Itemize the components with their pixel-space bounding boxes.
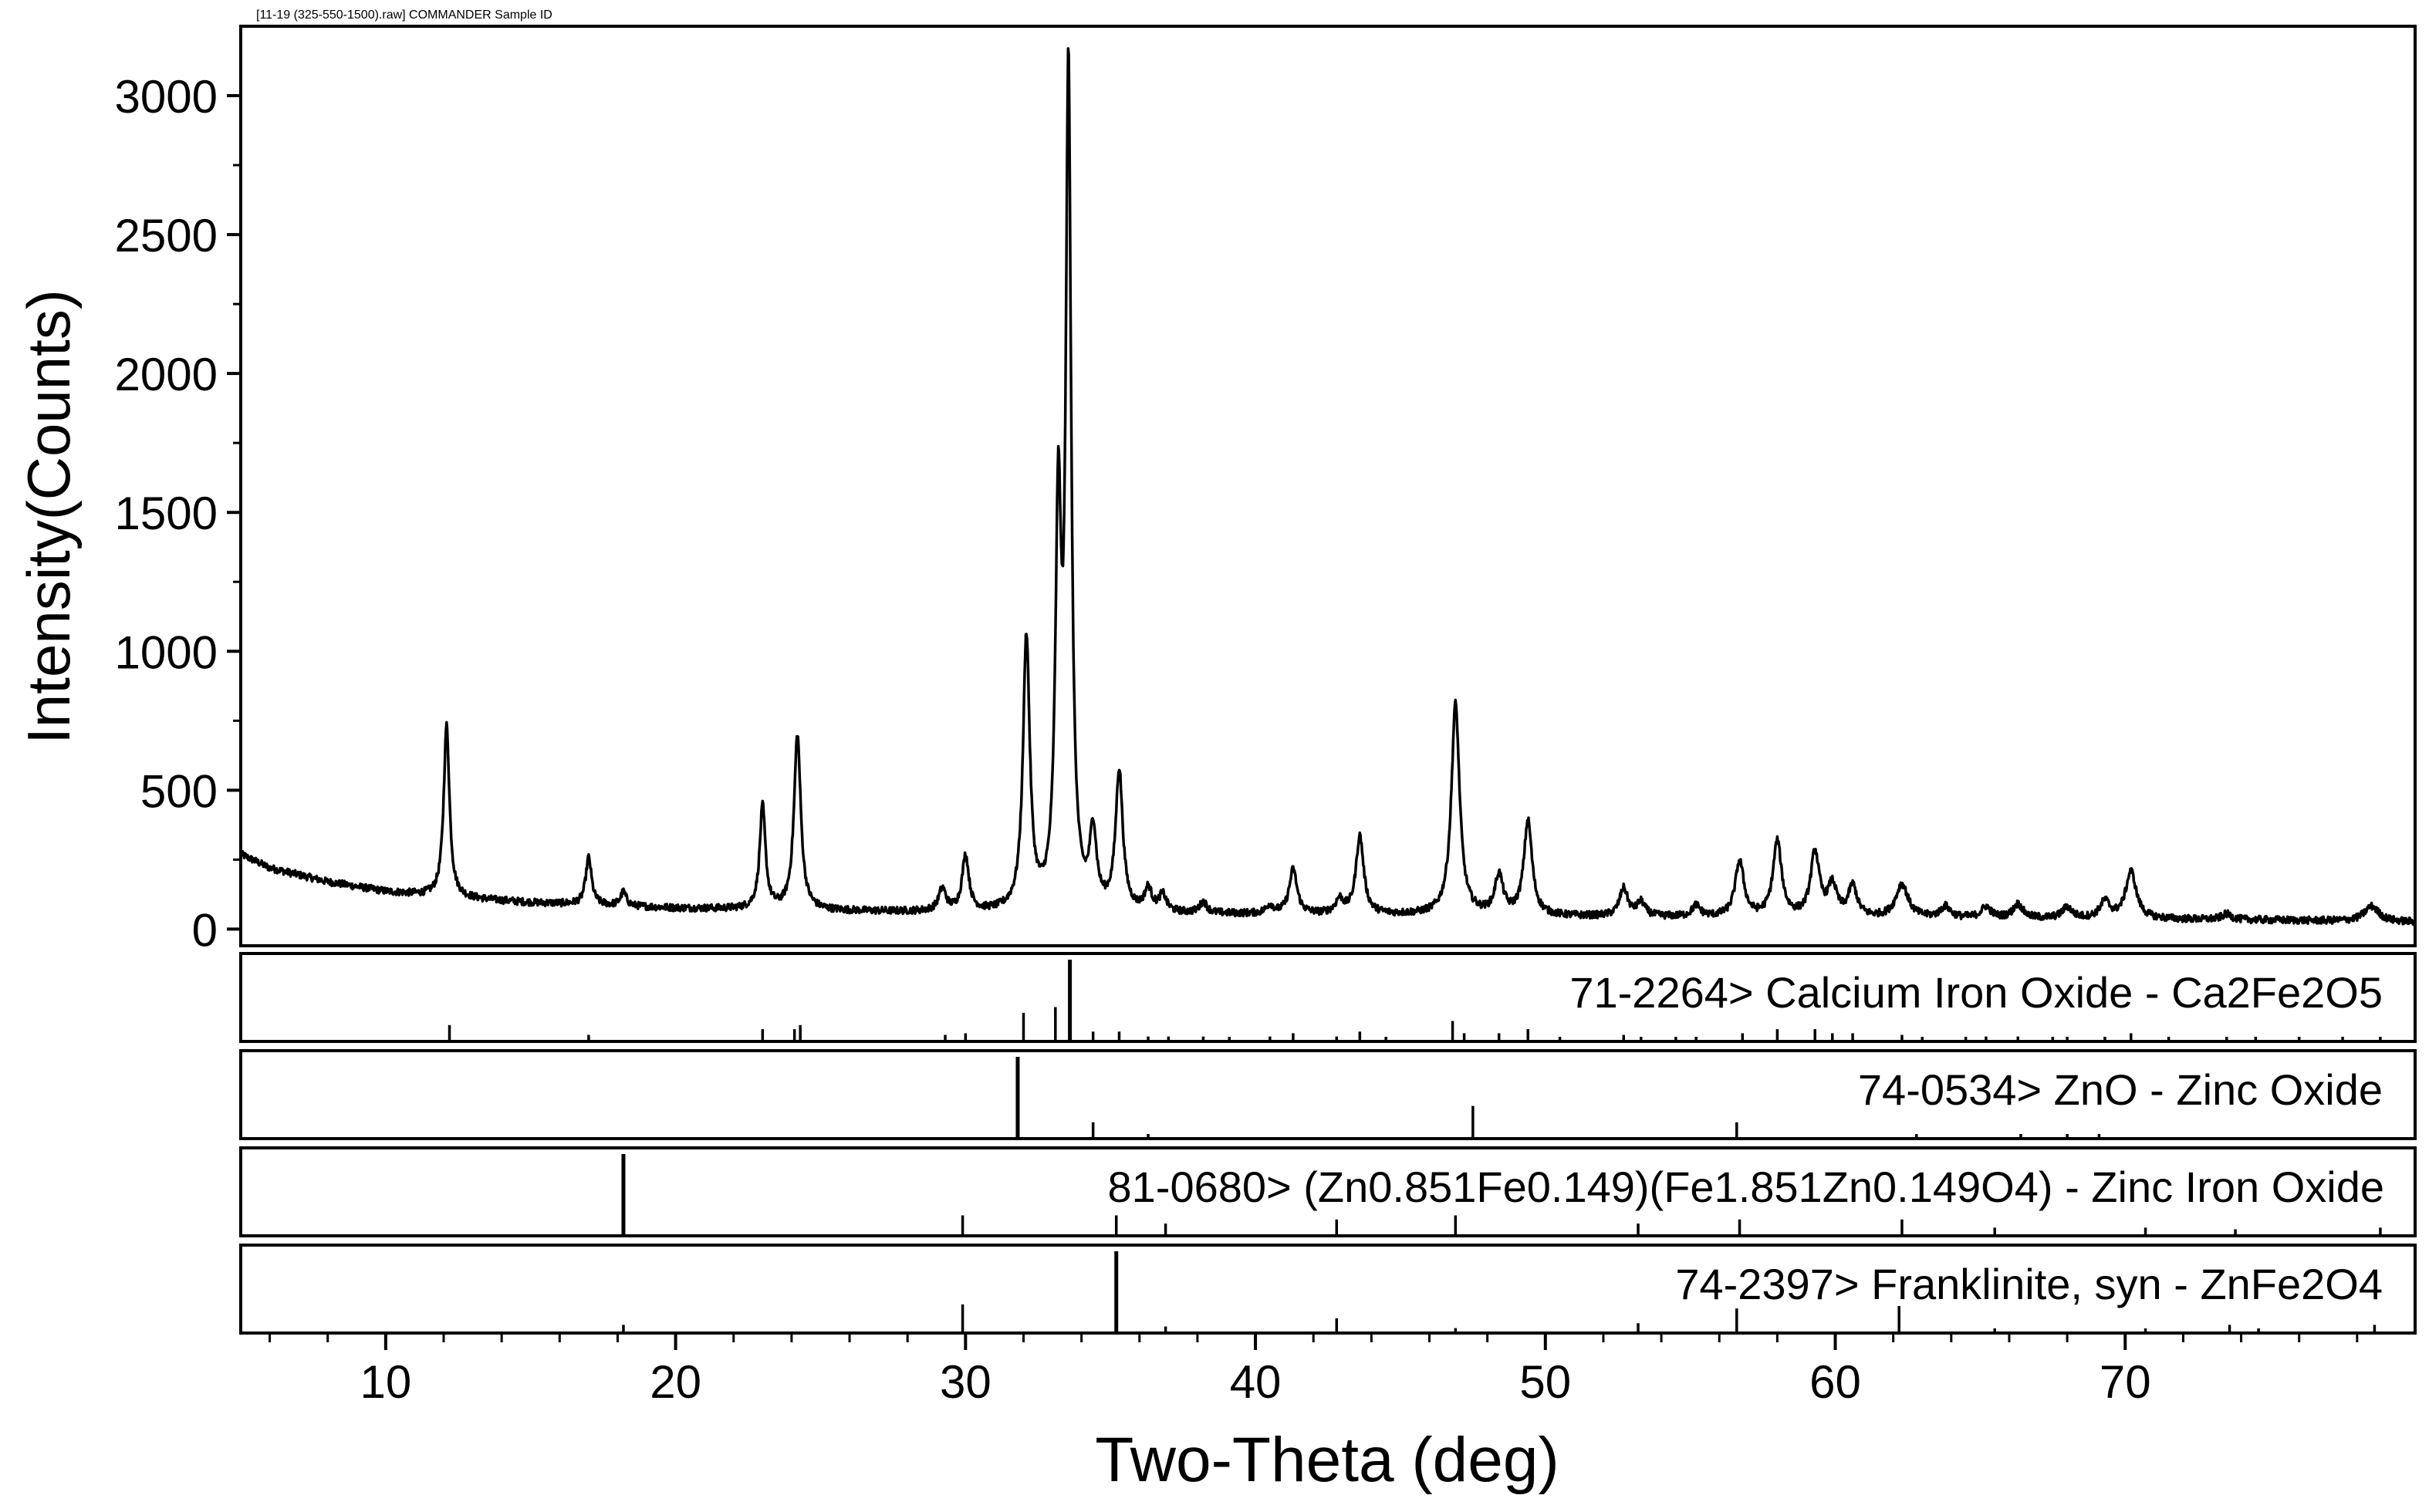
reference-panel-frame: [239, 1049, 2417, 1140]
chart-header-text: [11-19 (325-550-1500).raw] COMMANDER Sam…: [256, 8, 552, 22]
x-tick-label: 20: [650, 1356, 701, 1408]
x-tick-label: 10: [360, 1356, 411, 1408]
reference-panels: 71-2264> Calcium Iron Oxide - Ca2Fe2O5 74…: [239, 952, 2417, 1335]
reference-panel-frame: [239, 1244, 2417, 1335]
x-axis: 10 20 30 40 50 60 70: [269, 1333, 2359, 1408]
diffraction-pattern-line: [239, 47, 2417, 926]
x-tick-label: 60: [1809, 1356, 1861, 1408]
x-tick-label: 30: [940, 1356, 992, 1408]
reference-panel: 71-2264> Calcium Iron Oxide - Ca2Fe2O5: [239, 952, 2417, 1043]
main-plot-frame: [239, 25, 2417, 947]
y-tick-label: 2000: [115, 349, 218, 400]
x-tick-label: 50: [1519, 1356, 1571, 1408]
reference-panel: 74-0534> ZnO - Zinc Oxide: [239, 1049, 2417, 1140]
y-tick-label: 3000: [115, 71, 218, 123]
reference-label: 71-2264> Calcium Iron Oxide - Ca2Fe2O5: [1569, 968, 2383, 1017]
x-tick-label: 70: [2100, 1356, 2151, 1408]
x-axis-label: Two-Theta (deg): [1095, 1425, 1559, 1495]
reference-label: 74-2397> Franklinite, syn - ZnFe2O4: [1675, 1260, 2383, 1308]
y-tick-label: 1000: [115, 626, 218, 678]
y-tick-label: 1500: [115, 488, 218, 539]
y-axis-label: Intensity(Counts): [15, 289, 83, 744]
reference-panel: 74-2397> Franklinite, syn - ZnFe2O4: [239, 1244, 2417, 1335]
reference-label: 74-0534> ZnO - Zinc Oxide: [1858, 1065, 2383, 1114]
reference-panel: 81-0680> (Zn0.851Fe0.149)(Fe1.851Zn0.149…: [239, 1146, 2417, 1237]
y-tick-label: 0: [192, 904, 218, 956]
y-tick-label: 2500: [115, 210, 218, 262]
y-tick-label: 500: [140, 765, 218, 817]
x-tick-label: 40: [1230, 1356, 1282, 1408]
reference-panel-frame: [239, 1146, 2417, 1237]
reference-label: 81-0680> (Zn0.851Fe0.149)(Fe1.851Zn0.149…: [1108, 1163, 2385, 1211]
reference-panel-frame: [239, 952, 2417, 1043]
y-axis: 0 500 1000 1500 2000 2500 3000: [115, 71, 241, 956]
